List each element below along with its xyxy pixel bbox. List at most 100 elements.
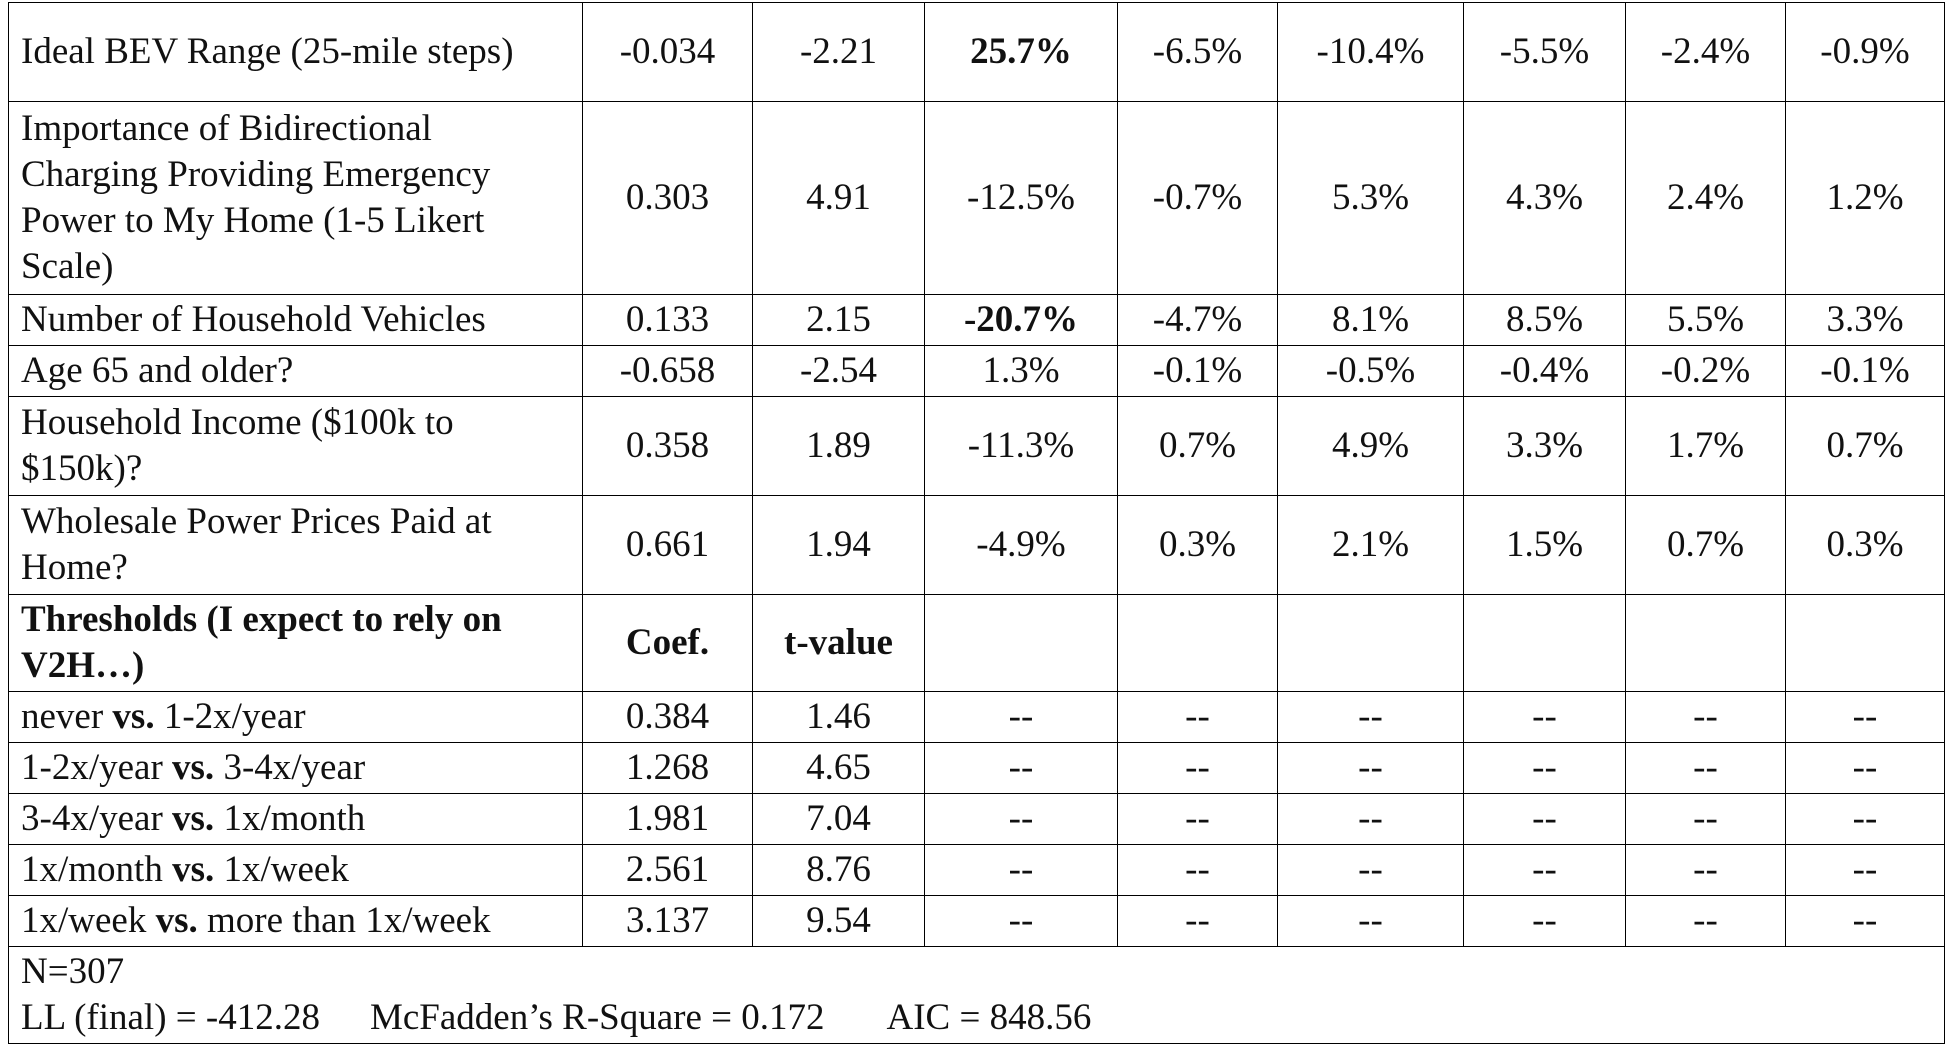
effect-cell: -0.1%: [1785, 345, 1945, 397]
dash-cell: --: [1625, 895, 1786, 947]
coef-cell: -0.034: [582, 2, 753, 102]
dash-cell: --: [1463, 691, 1626, 743]
effect-cell: 2.4%: [1625, 101, 1786, 295]
t-value-cell: 4.91: [752, 101, 925, 295]
t-value-cell: 7.04: [752, 793, 925, 845]
table-row: Wholesale Power Prices Paid at Home? 0.6…: [8, 495, 1945, 595]
effect-cell: -4.7%: [1117, 294, 1278, 346]
mcfadden-r-square: McFadden’s R-Square = 0.172: [369, 997, 825, 1038]
vs-word: vs.: [172, 849, 215, 890]
t-value-cell: 4.65: [752, 742, 925, 794]
aic: AIC = 848.56: [886, 997, 1092, 1038]
dash-cell: --: [1117, 895, 1278, 947]
threshold-to: 3-4x/year: [223, 747, 366, 788]
variable-label: Age 65 and older?: [8, 345, 583, 397]
effect-cell: 3.3%: [1785, 294, 1945, 346]
t-value-cell: 1.46: [752, 691, 925, 743]
effect-cell: -2.4%: [1625, 2, 1786, 102]
threshold-from: 3-4x/year: [21, 798, 163, 839]
threshold-row: 1x/week vs. more than 1x/week 3.137 9.54…: [8, 895, 1945, 947]
empty-cell: [924, 594, 1118, 692]
threshold-from: 1-2x/year: [21, 747, 163, 788]
effect-cell: 1.2%: [1785, 101, 1945, 295]
effect-cell: 8.5%: [1463, 294, 1626, 346]
threshold-label: 1x/month vs. 1x/week: [8, 844, 583, 896]
coef-cell: 1.981: [582, 793, 753, 845]
coef-header: Coef.: [582, 594, 753, 692]
table-row: Ideal BEV Range (25-mile steps) -0.034 -…: [8, 2, 1945, 102]
effect-cell: 4.3%: [1463, 101, 1626, 295]
effect-cell: 0.7%: [1117, 396, 1278, 496]
variable-label: Ideal BEV Range (25-mile steps): [8, 2, 583, 102]
effect-cell: 25.7%: [924, 2, 1118, 102]
effect-cell: -0.5%: [1277, 345, 1464, 397]
table-row: Household Income ($100k to $150k)? 0.358…: [8, 396, 1945, 496]
dash-cell: --: [1277, 793, 1464, 845]
t-value-cell: -2.54: [752, 345, 925, 397]
fit-statistics: LL (final) = -412.28 McFadden’s R-Square …: [21, 995, 1936, 1041]
dash-cell: --: [924, 742, 1118, 794]
effect-cell: 8.1%: [1277, 294, 1464, 346]
threshold-to: 1-2x/year: [163, 696, 306, 737]
dash-cell: --: [1117, 691, 1278, 743]
dash-cell: --: [1785, 691, 1945, 743]
dash-cell: --: [1277, 895, 1464, 947]
effect-cell: -0.9%: [1785, 2, 1945, 102]
dash-cell: --: [1463, 793, 1626, 845]
sample-size: N=307: [21, 951, 125, 992]
effect-cell: 1.5%: [1463, 495, 1626, 595]
dash-cell: --: [1117, 793, 1278, 845]
model-fit-cell: N=307 LL (final) = -412.28 McFadden’s R-S…: [8, 946, 1945, 1044]
effect-cell: 2.1%: [1277, 495, 1464, 595]
effect-cell: -11.3%: [924, 396, 1118, 496]
effect-cell: 4.9%: [1277, 396, 1464, 496]
dash-cell: --: [1625, 844, 1786, 896]
dash-cell: --: [1625, 793, 1786, 845]
t-value-cell: 9.54: [752, 895, 925, 947]
variable-label: Importance of Bidirectional Charging Pro…: [8, 101, 583, 295]
empty-cell: [1463, 594, 1626, 692]
dash-cell: --: [924, 895, 1118, 947]
dash-cell: --: [1785, 742, 1945, 794]
dash-cell: --: [1463, 895, 1626, 947]
coef-cell: 0.384: [582, 691, 753, 743]
effect-cell: 1.3%: [924, 345, 1118, 397]
coef-cell: 2.561: [582, 844, 753, 896]
model-results-table: Ideal BEV Range (25-mile steps) -0.034 -…: [8, 2, 1945, 1044]
effect-cell: -6.5%: [1117, 2, 1278, 102]
dash-cell: --: [1625, 742, 1786, 794]
t-value-cell: 2.15: [752, 294, 925, 346]
threshold-from: never: [21, 696, 104, 737]
effect-cell: 5.3%: [1277, 101, 1464, 295]
dash-cell: --: [1277, 691, 1464, 743]
model-fit-row: N=307 LL (final) = -412.28 McFadden’s R-S…: [8, 946, 1945, 1044]
effect-cell: -5.5%: [1463, 2, 1626, 102]
t-value-cell: 1.89: [752, 396, 925, 496]
thresholds-header-label: Thresholds (I expect to rely on V2H…): [8, 594, 583, 692]
effect-cell: -0.1%: [1117, 345, 1278, 397]
log-likelihood: LL (final) = -412.28: [21, 997, 320, 1038]
dash-cell: --: [1117, 742, 1278, 794]
empty-cell: [1785, 594, 1945, 692]
empty-cell: [1277, 594, 1464, 692]
threshold-to: 1x/week: [223, 849, 349, 890]
t-value-header: t-value: [752, 594, 925, 692]
effect-cell: 0.7%: [1785, 396, 1945, 496]
dash-cell: --: [1463, 742, 1626, 794]
threshold-row: 3-4x/year vs. 1x/month 1.981 7.04 -- -- …: [8, 793, 1945, 845]
t-value-cell: 8.76: [752, 844, 925, 896]
t-value-cell: 1.94: [752, 495, 925, 595]
effect-cell: 0.3%: [1785, 495, 1945, 595]
coef-cell: -0.658: [582, 345, 753, 397]
effect-cell: -12.5%: [924, 101, 1118, 295]
threshold-label: never vs. 1-2x/year: [8, 691, 583, 743]
t-value-cell: -2.21: [752, 2, 925, 102]
threshold-from: 1x/month: [21, 849, 163, 890]
vs-word: vs.: [172, 747, 215, 788]
dash-cell: --: [1785, 793, 1945, 845]
table-row: Importance of Bidirectional Charging Pro…: [8, 101, 1945, 295]
threshold-label: 3-4x/year vs. 1x/month: [8, 793, 583, 845]
threshold-label: 1-2x/year vs. 3-4x/year: [8, 742, 583, 794]
threshold-from: 1x/week: [21, 900, 147, 941]
effect-cell: -10.4%: [1277, 2, 1464, 102]
